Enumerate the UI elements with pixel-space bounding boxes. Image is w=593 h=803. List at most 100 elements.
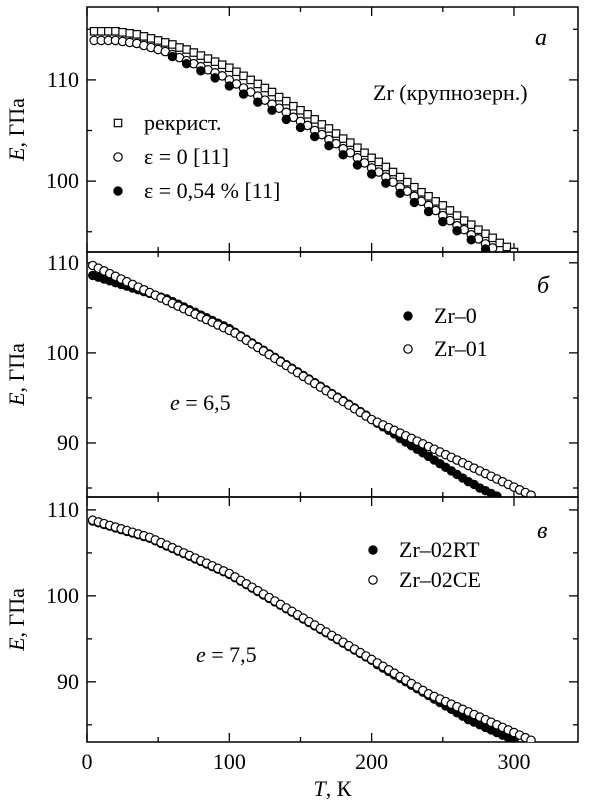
plot-frame [86, 496, 579, 743]
data-point [452, 211, 462, 220]
x-tick-label: 200 [355, 749, 388, 774]
data-point [289, 101, 298, 111]
data-point [310, 131, 320, 142]
data-point [481, 229, 490, 239]
data-point [526, 490, 536, 497]
y-tick-label: 100 [46, 583, 79, 608]
data-point [367, 153, 376, 163]
annotation-value: = 7,5 [206, 642, 257, 667]
data-point [246, 75, 255, 85]
data-point [480, 244, 491, 252]
y-axis-label-unit: , ГПа [4, 588, 29, 638]
panel-annotation: e = 7,5 [196, 642, 257, 667]
legend-marker [113, 118, 123, 128]
data-point [153, 36, 163, 45]
data-point [459, 216, 469, 225]
data-point [317, 120, 327, 129]
data-point [492, 491, 502, 497]
y-tick-label: 90 [57, 430, 79, 455]
legend: Zr–02RT Zr–02CE [368, 537, 481, 592]
panel-0: 110 100 E, ГПа а Zr (крупнозерн.) рекрист. ε =… [4, 6, 579, 253]
y-tick-label: 110 [47, 250, 79, 275]
data-point [253, 79, 263, 89]
data-point [132, 30, 142, 39]
data-layer [87, 515, 536, 742]
data-point [424, 192, 433, 201]
data-point [175, 43, 184, 52]
panel-letter: в [537, 518, 547, 544]
data-point [310, 115, 320, 124]
data-point [125, 29, 134, 38]
y-tick-label: 90 [57, 669, 79, 694]
panel-annotation: e = 6,5 [170, 390, 231, 415]
data-point [509, 247, 519, 252]
data-point [203, 54, 213, 63]
legend-marker [368, 575, 378, 585]
legend-marker [113, 152, 123, 162]
data-point [409, 197, 420, 208]
panel-letter: б [537, 273, 550, 299]
data-point [374, 157, 384, 167]
data-point [360, 148, 369, 158]
data-point [438, 201, 448, 210]
y-axis-label: E, ГПа [4, 588, 29, 652]
data-point [253, 97, 263, 107]
x-tick-label: 300 [497, 749, 530, 774]
series-0 [89, 26, 519, 252]
data-point [118, 28, 127, 37]
data-point [502, 242, 512, 252]
data-point [423, 206, 434, 217]
data-point [281, 114, 291, 125]
data-point [239, 71, 248, 81]
y-axis-label-unit: , ГПа [4, 98, 29, 148]
data-point [474, 225, 483, 235]
data-point [182, 45, 191, 54]
data-point [352, 160, 363, 170]
data-point [345, 138, 355, 147]
data-point [295, 122, 306, 133]
data-point [232, 67, 241, 77]
x-axis-label-symbol: T [314, 776, 328, 801]
x-axis-label: T, К [314, 776, 352, 801]
series-1 [87, 260, 536, 497]
legend-label: Zr–0 [434, 303, 477, 328]
y-tick-label: 100 [46, 340, 79, 365]
data-point [96, 26, 106, 36]
y-tick-label: 110 [47, 497, 79, 522]
data-point [366, 169, 377, 179]
data-layer [87, 260, 536, 497]
data-point [395, 188, 405, 198]
data-point [324, 140, 334, 151]
legend-marker [403, 311, 413, 321]
y-tick-label: 100 [46, 168, 79, 193]
data-point [168, 40, 177, 49]
annotation-symbol: e [170, 390, 180, 415]
y-axis-label-symbol: E [4, 392, 29, 407]
data-point [353, 143, 362, 153]
data-point [381, 162, 391, 172]
x-tick-label: 0 [82, 749, 93, 774]
data-point [260, 83, 270, 93]
plot-frame [86, 251, 579, 498]
data-point [324, 124, 334, 133]
data-point [167, 51, 178, 62]
series-2 [167, 51, 491, 252]
data-point [111, 26, 120, 36]
y-axis-label: E, ГПа [4, 98, 29, 162]
panel-2: 110 100 90 0 100 200 300 E, ГПа T, К в e = 7,5 Zr–0… [4, 496, 579, 801]
data-point [338, 134, 348, 143]
data-point [210, 73, 220, 83]
data-point [466, 220, 476, 229]
data-point [225, 63, 234, 73]
data-layer [89, 26, 519, 252]
data-point [281, 96, 291, 106]
panel-1: 110 100 90 E, ГПа б e = 6,5 Zr–0 Zr–01 [4, 250, 579, 498]
legend-label: рекрист. [144, 110, 221, 135]
data-point [267, 87, 277, 97]
data-point [452, 226, 462, 236]
legend-marker [113, 186, 123, 196]
annotation-symbol: e [196, 642, 206, 667]
legend-marker [368, 545, 378, 555]
legend-label: Zr–02RT [399, 537, 480, 562]
